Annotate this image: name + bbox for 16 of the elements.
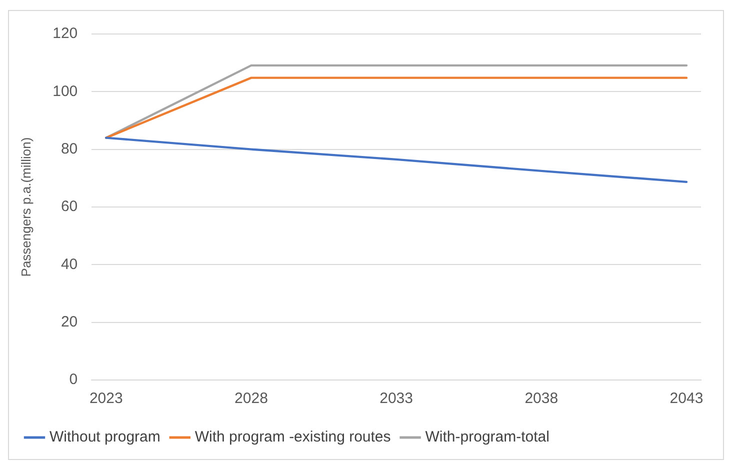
x-tick-label: 2028: [234, 390, 268, 408]
y-axis-title: Passengers p.a.(million): [18, 137, 34, 277]
y-tick-label: 40: [60, 256, 78, 273]
x-tick-label: 2023: [89, 390, 123, 408]
legend-label: With-program-total: [425, 428, 550, 446]
y-tick-label: 20: [60, 313, 78, 330]
y-tick-label: 0: [69, 371, 78, 388]
y-tick-label: 60: [60, 198, 78, 216]
y-tick-label: 80: [60, 140, 78, 158]
y-tick-label: 100: [52, 82, 78, 100]
legend-label: Without program: [50, 428, 160, 446]
x-tick-label: 2038: [524, 390, 558, 408]
legend-label: With program -existing routes: [194, 428, 391, 446]
x-tick-label: 2033: [380, 390, 413, 408]
x-tick-label: 2043: [670, 390, 704, 408]
y-tick-label: 120: [52, 25, 78, 42]
